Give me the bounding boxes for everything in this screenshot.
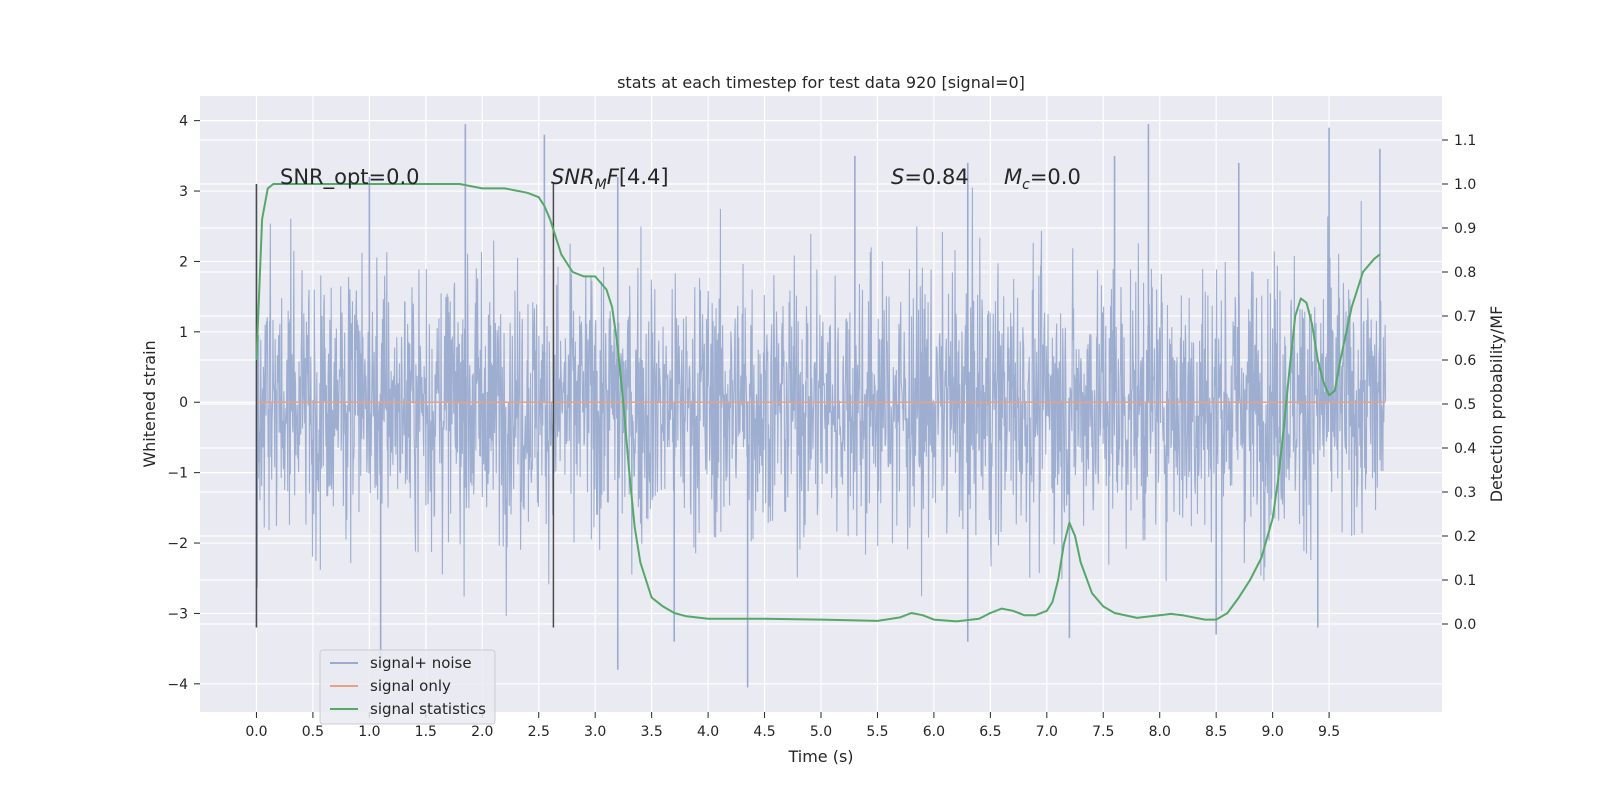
y2-tick-label: 0.2 bbox=[1454, 529, 1476, 545]
legend: signal+ noise signal only signal statist… bbox=[319, 649, 496, 725]
strain-series-signal-plus-noise bbox=[255, 124, 1387, 688]
signal-statistics-line bbox=[255, 183, 1381, 623]
y-tick-label: 1 bbox=[179, 325, 188, 341]
x-tick-label: 9.0 bbox=[1262, 724, 1284, 740]
y2-tick-label: 0.9 bbox=[1454, 221, 1476, 237]
signal-plus-noise-line bbox=[255, 187, 1387, 616]
annotation-s: S=0.84 bbox=[891, 165, 969, 189]
y-tick-label: −1 bbox=[167, 466, 188, 482]
annotation-snr-mf-value: [4.4] bbox=[619, 165, 669, 189]
y2-tick-label: 0.4 bbox=[1454, 441, 1476, 457]
x-tick-label: 0.5 bbox=[302, 724, 324, 740]
x-tick-label: 6.5 bbox=[979, 724, 1001, 740]
x-tick-label: 1.0 bbox=[358, 724, 380, 740]
y-tick-label: 2 bbox=[179, 254, 188, 270]
vertical-markers bbox=[255, 184, 555, 628]
legend-label-signal-statistics: signal statistics bbox=[370, 700, 486, 718]
x-tick-label: 0.0 bbox=[245, 724, 267, 740]
y2-tick-label: 0.6 bbox=[1454, 353, 1476, 369]
x-tick-label: 4.0 bbox=[697, 724, 719, 740]
legend-label-signal-only: signal only bbox=[370, 677, 451, 695]
x-tick-label: 8.5 bbox=[1205, 724, 1227, 740]
x-tick-label: 9.5 bbox=[1318, 724, 1340, 740]
y-tick-label: 3 bbox=[179, 184, 188, 200]
annotation-snr-mf: SNRMF[4.4] bbox=[551, 165, 669, 193]
y-axis-label: Whitened strain bbox=[140, 340, 159, 467]
y2-tick-label: 0.7 bbox=[1454, 309, 1476, 325]
y-tick-label: −3 bbox=[167, 606, 188, 622]
y2-tick-label: 0.8 bbox=[1454, 265, 1476, 281]
y-tick-label: −4 bbox=[167, 677, 188, 693]
y2-tick-label: 0.3 bbox=[1454, 485, 1476, 501]
legend-box bbox=[319, 649, 496, 725]
annotation-mc-value: =0.0 bbox=[1030, 165, 1081, 189]
y-tick-label: 0 bbox=[179, 395, 188, 411]
annotation-s-value: =0.84 bbox=[904, 165, 968, 189]
axes: 0.0 0.5 1.0 1.5 2.0 2.5 3.0 3.5 4.0 4.5 5.0 5.5 6.0 6… bbox=[167, 114, 1476, 740]
y-tick-label: 4 bbox=[179, 114, 188, 130]
x-tick-label: 2.5 bbox=[528, 724, 550, 740]
x-tick-label: 6.0 bbox=[923, 724, 945, 740]
x-tick-label: 5.5 bbox=[866, 724, 888, 740]
legend-label-signal-noise: signal+ noise bbox=[370, 654, 472, 672]
signal-statistics-series bbox=[255, 183, 1381, 623]
y2-tick-label: 0.1 bbox=[1454, 573, 1476, 589]
x-tick-label: 8.0 bbox=[1149, 724, 1171, 740]
x-axis-label: Time (s) bbox=[787, 747, 853, 766]
x-tick-label: 4.5 bbox=[753, 724, 775, 740]
chart-title: stats at each timestep for test data 920… bbox=[617, 73, 1025, 92]
x-tick-label: 3.5 bbox=[641, 724, 663, 740]
annotation-snr-opt: SNR_opt=0.0 bbox=[280, 165, 420, 190]
annotation-mc: Mc=0.0 bbox=[1004, 165, 1081, 193]
x-tick-label: 3.0 bbox=[584, 724, 606, 740]
x-tick-label: 7.5 bbox=[1092, 724, 1114, 740]
x-tick-label: 7.0 bbox=[1036, 724, 1058, 740]
y2-tick-label: 0.5 bbox=[1454, 397, 1476, 413]
y2-tick-label: 1.0 bbox=[1454, 177, 1476, 193]
y-tick-label: −2 bbox=[167, 536, 188, 552]
y2-axis-label: Detection probability/MF bbox=[1487, 306, 1506, 503]
x-tick-label: 1.5 bbox=[415, 724, 437, 740]
y2-tick-label: 1.1 bbox=[1454, 133, 1476, 149]
x-tick-label: 5.0 bbox=[810, 724, 832, 740]
y2-tick-label: 0.0 bbox=[1454, 617, 1476, 633]
x-tick-label: 2.0 bbox=[471, 724, 493, 740]
